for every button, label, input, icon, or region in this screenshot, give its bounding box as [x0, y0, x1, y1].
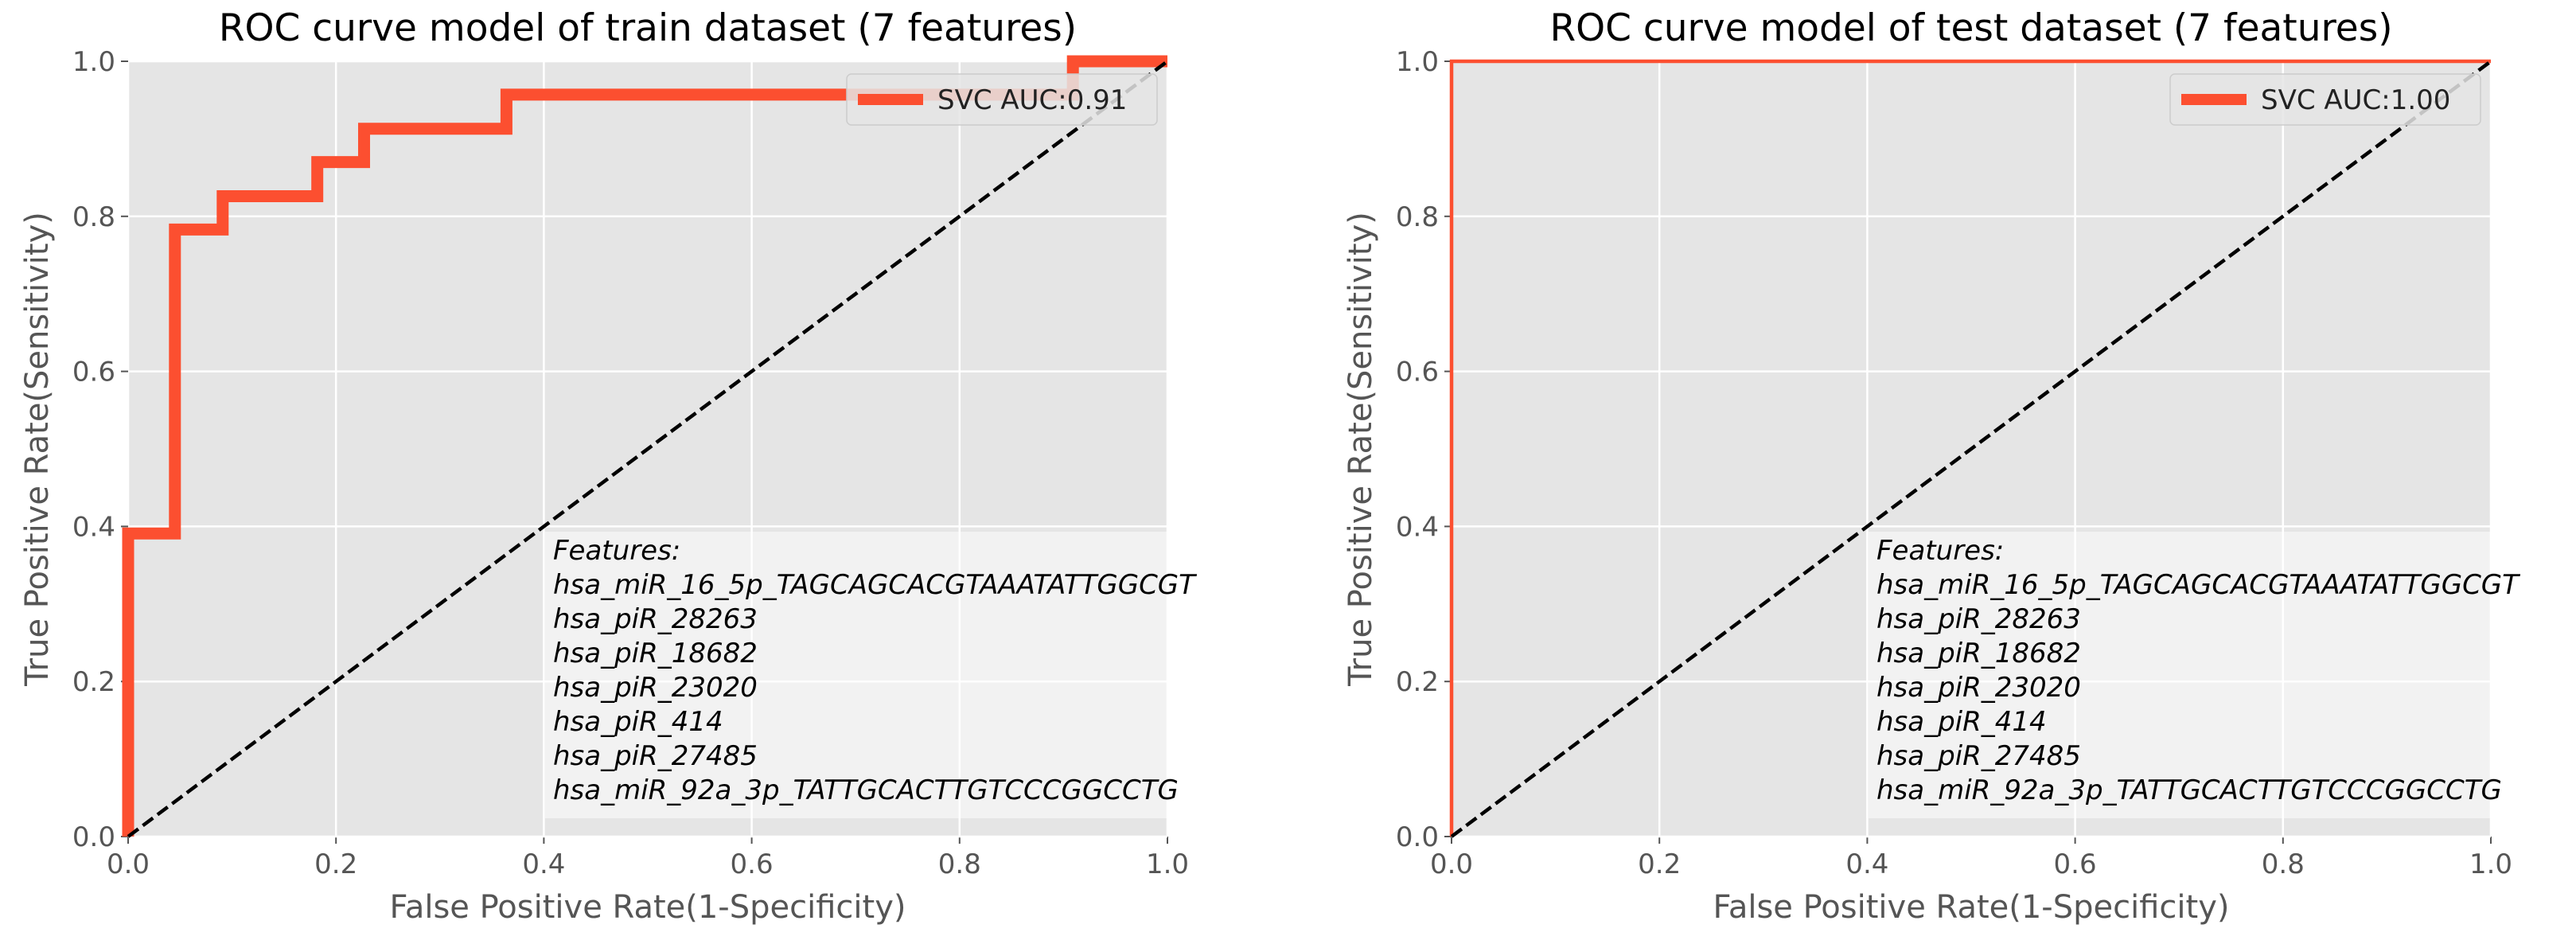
- x-tick-label: 1.0: [1146, 848, 1189, 880]
- y-tick-label: 0.0: [1396, 821, 1439, 853]
- legend-label: SVC AUC:0.91: [937, 84, 1127, 116]
- features-annotation-box: [1869, 532, 2566, 818]
- y-tick-label: 0.0: [72, 821, 115, 853]
- x-axis-label: False Positive Rate(1-Specificity): [389, 889, 906, 926]
- y-tick-label: 0.2: [1396, 666, 1439, 698]
- x-tick-label: 0.8: [2262, 848, 2305, 880]
- x-axis-label: False Positive Rate(1-Specificity): [1713, 889, 2229, 926]
- y-tick-label: 0.4: [72, 511, 115, 543]
- y-tick-label: 1.0: [72, 46, 115, 78]
- chart-title: ROC curve model of test dataset (7 featu…: [1549, 6, 2392, 50]
- x-tick-label: 1.0: [2469, 848, 2512, 880]
- y-tick-label: 0.8: [1396, 201, 1439, 233]
- roc-curve-line: [1449, 59, 2491, 837]
- feature-name: hsa_miR_16_5p_TAGCAGCACGTAAATATTGGCGT: [553, 569, 1197, 601]
- feature-name: hsa_piR_18682: [553, 638, 758, 669]
- y-tick-label: 0.4: [1396, 511, 1439, 543]
- chance-diagonal-line: [127, 60, 1169, 838]
- chart-title: ROC curve model of train dataset (7 feat…: [219, 6, 1077, 50]
- feature-name: hsa_piR_23020: [1876, 672, 2081, 704]
- legend-box: [2169, 73, 2481, 126]
- legend-box: [846, 73, 1158, 126]
- x-tick-label: 0.2: [1638, 848, 1681, 880]
- y-tick-label: 1.0: [1396, 46, 1439, 78]
- x-tick-label: 0.8: [938, 848, 981, 880]
- feature-name: hsa_piR_414: [1876, 706, 2047, 738]
- x-tick-label: 0.6: [731, 848, 774, 880]
- feature-name: hsa_piR_23020: [553, 672, 758, 704]
- chance-diagonal-line: [1450, 60, 2492, 838]
- feature-name: hsa_miR_16_5p_TAGCAGCACGTAAATATTGGCGT: [1876, 569, 2520, 601]
- feature-name: hsa_piR_18682: [1876, 638, 2081, 669]
- test-roc-panel: 0.0 0.2 0.4 0.6 0.8 1.0 0.0 0.2 0.4 0.6 0.8 1.0 Feat…: [1343, 6, 2566, 926]
- feature-name: hsa_miR_92a_3p_TATTGCACTTGTCCCGGCCTG: [1876, 774, 2502, 806]
- x-tick-label: 0.6: [2054, 848, 2097, 880]
- feature-name: hsa_miR_92a_3p_TATTGCACTTGTCCCGGCCTG: [553, 774, 1179, 806]
- x-tick-label: 0.0: [107, 848, 150, 880]
- features-annotation-heading: Features:: [553, 535, 680, 567]
- features-annotation-heading: Features:: [1876, 535, 2004, 567]
- feature-name: hsa_piR_28263: [1876, 603, 2081, 635]
- feature-name: hsa_piR_28263: [553, 603, 758, 635]
- y-axis-label: True Positive Rate(Sensitivity): [1343, 212, 1379, 687]
- x-tick-label: 0.2: [314, 848, 357, 880]
- feature-name: hsa_piR_27485: [1876, 740, 2081, 772]
- features-annotation-box: [545, 532, 1243, 818]
- x-tick-label: 0.4: [1845, 848, 1888, 880]
- feature-name: hsa_piR_27485: [553, 740, 758, 772]
- x-tick-label: 0.0: [1430, 848, 1473, 880]
- y-tick-label: 0.8: [72, 201, 115, 233]
- feature-name: hsa_piR_414: [553, 706, 723, 738]
- legend-label: SVC AUC:1.00: [2261, 84, 2450, 116]
- x-tick-label: 0.4: [522, 848, 565, 880]
- y-axis-label: True Positive Rate(Sensitivity): [19, 212, 56, 687]
- train-roc-panel: 0.0 0.2 0.4 0.6 0.8 1.0 0.0 0.2 0.4 0.6 0.8 1.0 Feat…: [19, 6, 1243, 926]
- y-tick-label: 0.6: [1396, 357, 1439, 388]
- y-tick-label: 0.6: [72, 357, 115, 388]
- y-tick-label: 0.2: [72, 666, 115, 698]
